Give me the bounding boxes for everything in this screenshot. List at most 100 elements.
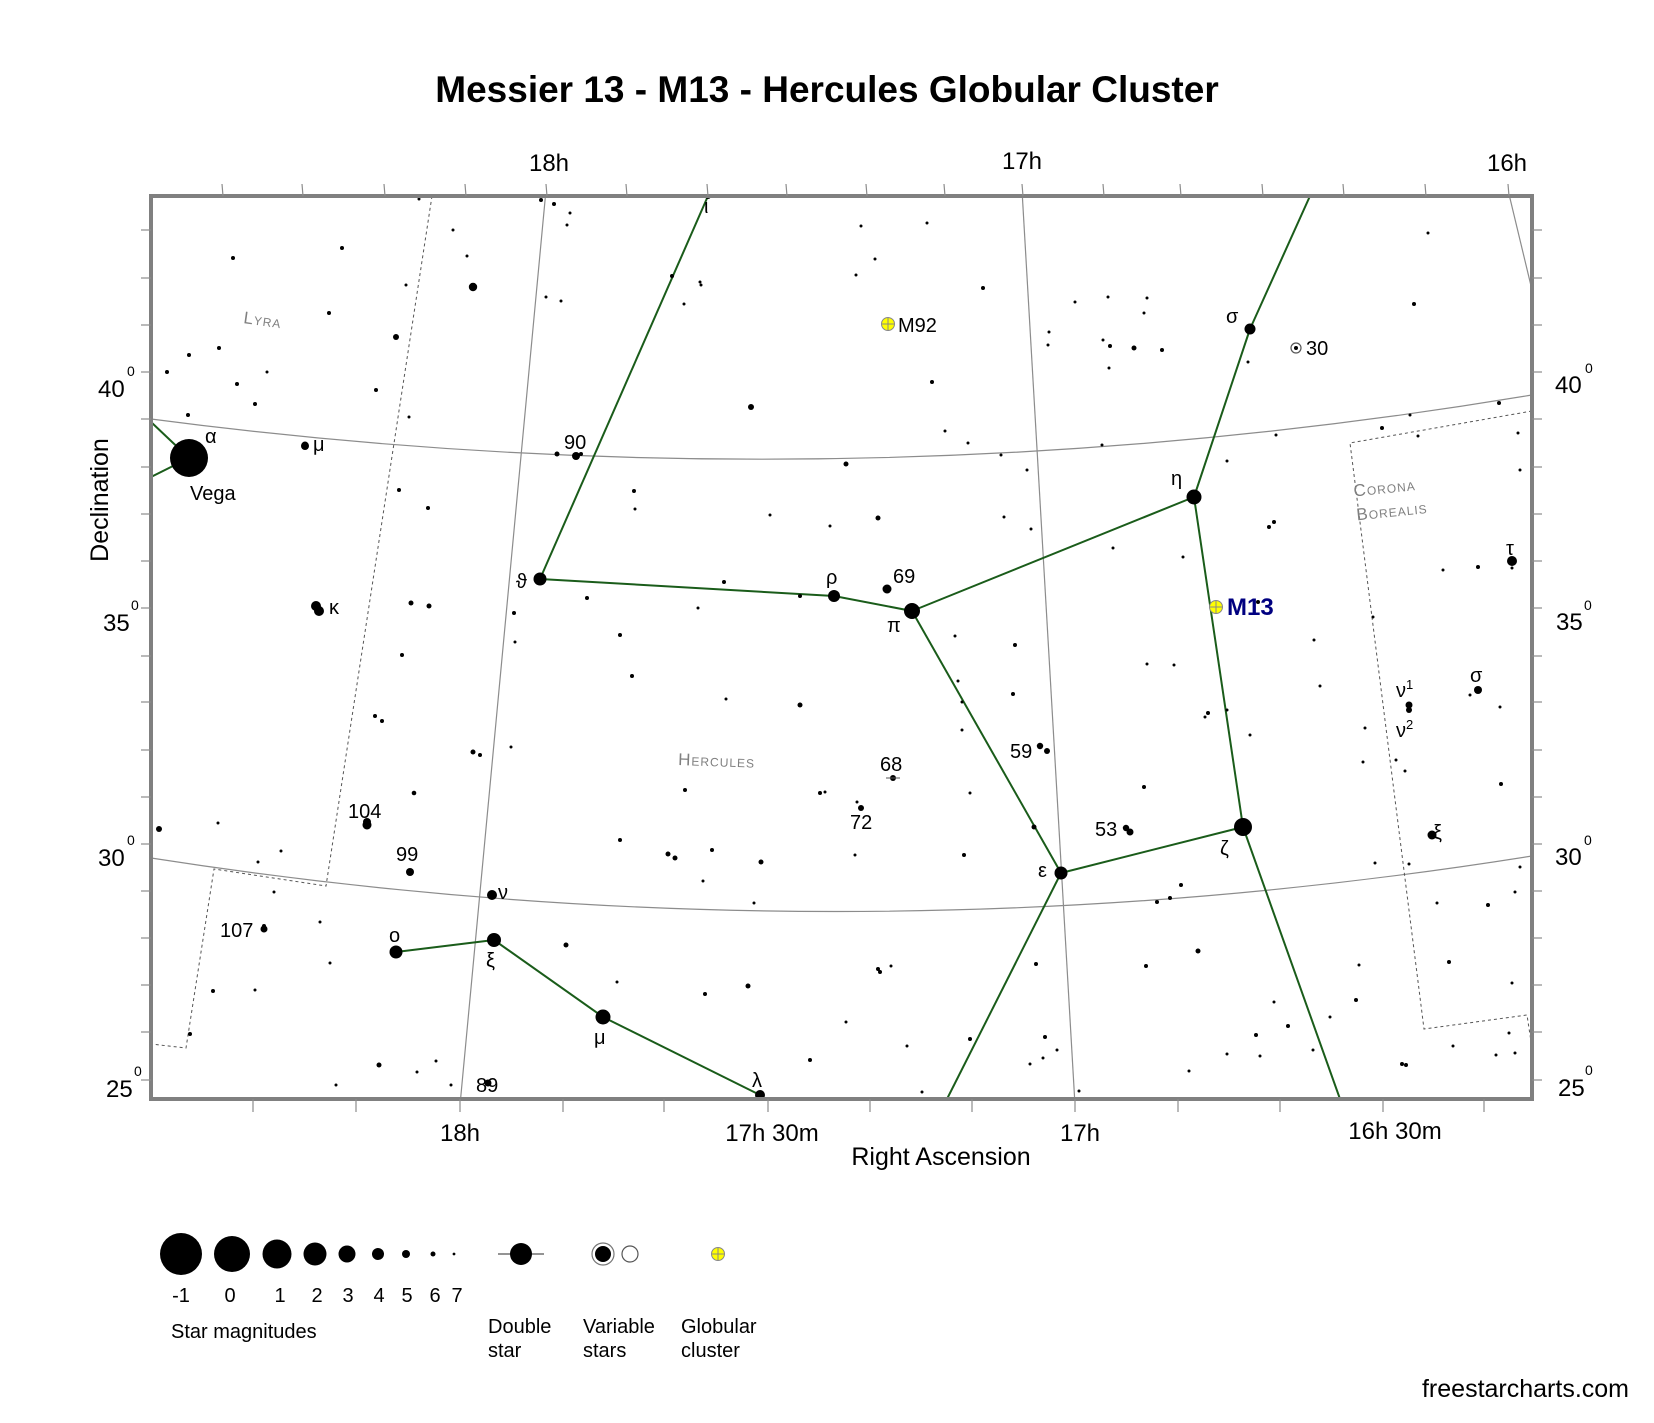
legend-mag-dot <box>372 1248 384 1260</box>
star <box>1142 311 1146 315</box>
star <box>818 791 822 795</box>
star <box>710 848 714 852</box>
star <box>559 299 563 303</box>
star <box>1055 1048 1059 1052</box>
star <box>1025 468 1029 472</box>
legend-mag-dot <box>430 1251 436 1257</box>
degree-symbol: 0 <box>1584 832 1592 848</box>
tick-mark <box>464 183 467 197</box>
star <box>334 1083 338 1087</box>
star <box>512 611 516 615</box>
star <box>828 524 832 528</box>
star <box>1145 662 1149 666</box>
legend-mag-dot <box>402 1250 410 1258</box>
star <box>1499 782 1503 786</box>
tick-mark <box>1507 183 1510 197</box>
star <box>876 967 880 971</box>
star <box>328 961 332 965</box>
star-label-68-her: 68 <box>880 754 902 776</box>
legend-mag-dot <box>303 1242 327 1266</box>
star <box>878 970 882 974</box>
star <box>1468 693 1472 697</box>
asterism-line <box>833 595 913 612</box>
legend-mag-label: 0 <box>224 1285 235 1307</box>
legend-globular-cluster-label: Globular cluster <box>681 1316 762 1362</box>
star <box>855 800 859 804</box>
star <box>397 488 401 492</box>
star-label-99-her: 99 <box>396 844 418 866</box>
star <box>665 851 671 857</box>
star <box>1518 865 1522 869</box>
star <box>1073 300 1077 304</box>
star <box>1043 1035 1047 1039</box>
tick-mark <box>1179 183 1182 197</box>
star <box>1225 1052 1229 1056</box>
bright-star <box>1244 323 1256 335</box>
star <box>633 507 637 511</box>
star <box>1246 360 1250 364</box>
star-label-pi-her: π <box>887 615 901 637</box>
star-label-69-her: 69 <box>893 566 915 588</box>
degree-symbol: 0 <box>127 363 135 379</box>
asterism-line <box>395 939 495 953</box>
asterism-line <box>539 578 835 597</box>
star <box>981 286 985 290</box>
ra-top-tick-label: 18h <box>529 150 569 177</box>
star <box>1256 600 1260 604</box>
star <box>434 1059 438 1063</box>
legend-star-magnitudes-caption: Star magnitudes <box>171 1321 317 1343</box>
ra-bottom-tick-label: 17h 30m <box>725 1120 818 1147</box>
star <box>373 714 377 718</box>
star <box>698 280 702 284</box>
star <box>1172 663 1176 667</box>
degree-symbol: 0 <box>127 832 135 848</box>
star <box>1361 760 1365 764</box>
credit-text: freestarcharts.com <box>1422 1375 1629 1403</box>
bright-star <box>1044 748 1050 754</box>
star <box>1179 883 1183 887</box>
star-label-kappa-her: κ <box>329 597 340 619</box>
bright-star <box>260 925 268 933</box>
star <box>1451 1044 1455 1048</box>
star <box>1404 1063 1408 1067</box>
star <box>217 346 221 350</box>
star <box>844 1020 848 1024</box>
double-star <box>1405 701 1413 709</box>
star-label-mu-lyr: μ <box>313 434 325 456</box>
star-label-30-her: 30 <box>1306 338 1328 360</box>
bright-star <box>572 452 580 460</box>
corona-borealis-line: Borealis <box>1355 498 1428 524</box>
asterism-line <box>602 1016 761 1096</box>
bright-star <box>487 890 497 900</box>
star <box>1041 1056 1045 1060</box>
legend-mag-dot <box>214 1236 250 1272</box>
star <box>1400 1062 1404 1066</box>
asterism-line <box>1060 826 1244 874</box>
tick-mark <box>785 183 788 197</box>
star <box>768 513 772 517</box>
dec-tick-label: 30 <box>98 845 125 872</box>
variable-star-icon <box>591 1242 615 1266</box>
bright-star <box>1507 556 1517 566</box>
star <box>509 745 513 749</box>
asterism-line <box>1249 196 1311 330</box>
star-label-sigma-crb: σ <box>1470 665 1483 687</box>
star <box>618 838 622 842</box>
constellation-label-lyra: Lyra <box>242 308 282 332</box>
star <box>1354 998 1358 1002</box>
star <box>1441 568 1445 572</box>
star <box>1036 742 1044 750</box>
star <box>1108 344 1112 348</box>
star <box>1206 711 1210 715</box>
star <box>465 254 469 258</box>
star <box>272 890 276 894</box>
star <box>1101 338 1105 342</box>
star <box>724 697 728 701</box>
star-label-omicron-her: ο <box>389 925 400 947</box>
star <box>670 274 674 278</box>
star <box>544 295 548 299</box>
star <box>1145 296 1149 300</box>
star <box>722 580 726 584</box>
star <box>1046 343 1050 347</box>
bright-star <box>1427 830 1437 840</box>
